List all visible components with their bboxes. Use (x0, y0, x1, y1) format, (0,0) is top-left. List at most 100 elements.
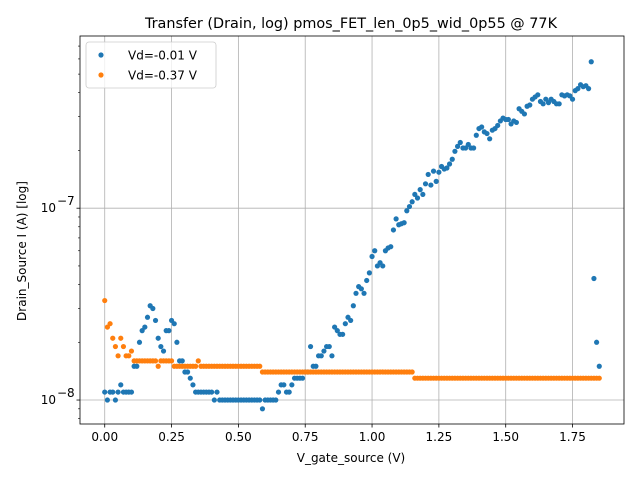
plot-frame (79, 35, 625, 425)
data-point (190, 382, 196, 388)
data-point (420, 191, 426, 198)
data-point (110, 389, 116, 395)
data-point (444, 165, 450, 171)
data-point (393, 216, 399, 222)
data-point (193, 363, 199, 369)
data-point (505, 116, 511, 123)
legend-label: Vd=-0.37 V (128, 69, 198, 83)
legend-marker (98, 72, 104, 78)
x-tick-label: 0.00 (91, 430, 118, 444)
data-point (134, 363, 140, 369)
data-point (307, 343, 314, 350)
data-point (139, 328, 145, 334)
data-point (401, 220, 407, 226)
data-point (211, 397, 217, 403)
data-point (406, 203, 413, 210)
data-point (286, 389, 292, 395)
data-point (160, 348, 167, 354)
data-point (152, 358, 159, 364)
legend: Vd=-0.01 V Vd=-0.37 V (85, 41, 217, 89)
x-tick-label: 0.75 (292, 430, 319, 444)
data-point (155, 335, 161, 341)
data-point (404, 208, 410, 214)
data-point (179, 358, 185, 364)
data-point (120, 343, 127, 350)
data-point (155, 363, 161, 369)
data-point (209, 389, 215, 395)
data-point (299, 375, 306, 381)
y-tick-label: 10 (41, 201, 56, 215)
data-point (366, 270, 372, 276)
data-point (329, 353, 335, 359)
data-point (126, 353, 132, 359)
legend-box (85, 41, 217, 89)
data-point (102, 389, 108, 395)
data-point (535, 92, 541, 98)
data-point (585, 86, 592, 92)
data-point (257, 363, 263, 369)
data-point (471, 145, 477, 151)
data-point (425, 171, 431, 178)
chart-title: Transfer (Drain, log) pmos_FET_len_0p5_w… (144, 16, 558, 32)
data-point (414, 195, 421, 201)
data-point (358, 286, 364, 292)
data-point (275, 389, 282, 395)
data-point (364, 277, 370, 284)
y-axis-label: Drain_Source I (A) [log] (15, 181, 29, 321)
data-point (112, 397, 119, 403)
series-2 (102, 297, 602, 381)
data-point (591, 275, 597, 282)
data-point (452, 148, 458, 154)
data-point (158, 343, 164, 350)
data-point (473, 132, 479, 138)
data-point (326, 343, 332, 350)
data-point (166, 328, 172, 334)
data-point (575, 86, 581, 92)
data-point (168, 358, 175, 364)
data-point (372, 248, 378, 254)
data-point (152, 317, 159, 324)
data-point (596, 363, 602, 369)
data-point (454, 143, 461, 149)
data-point (428, 182, 434, 188)
data-point (596, 375, 602, 381)
data-point (484, 130, 490, 137)
data-point (527, 102, 533, 108)
data-point (417, 187, 423, 193)
data-point (110, 335, 116, 341)
data-point (463, 145, 469, 151)
data-point (214, 389, 220, 395)
y-tick-label: 10 (41, 393, 56, 407)
data-point (369, 253, 375, 260)
data-point (136, 339, 143, 345)
data-points (102, 59, 602, 412)
data-point (513, 119, 520, 126)
data-point (118, 335, 124, 341)
data-point (104, 397, 110, 403)
data-point (128, 389, 135, 395)
x-tick-label: 1.00 (359, 430, 386, 444)
data-point (174, 339, 180, 345)
data-point (187, 375, 193, 381)
x-tick-label: 0.50 (225, 430, 252, 444)
data-point (340, 331, 346, 337)
data-point (257, 397, 263, 403)
data-point (144, 314, 151, 320)
data-point (479, 124, 485, 130)
data-point (171, 321, 177, 327)
data-point (433, 178, 439, 184)
data-point (594, 339, 600, 345)
x-axis-label: V_gate_source (V) (297, 451, 406, 465)
data-point (409, 199, 415, 205)
data-point (115, 353, 121, 359)
data-point (412, 191, 418, 198)
x-tick-label: 1.50 (492, 430, 519, 444)
data-point (353, 290, 359, 296)
data-point (449, 156, 455, 162)
data-point (430, 168, 437, 174)
x-tick-label: 0.25 (158, 430, 185, 444)
data-point (118, 382, 124, 388)
data-point (142, 324, 148, 330)
data-point (259, 406, 266, 412)
